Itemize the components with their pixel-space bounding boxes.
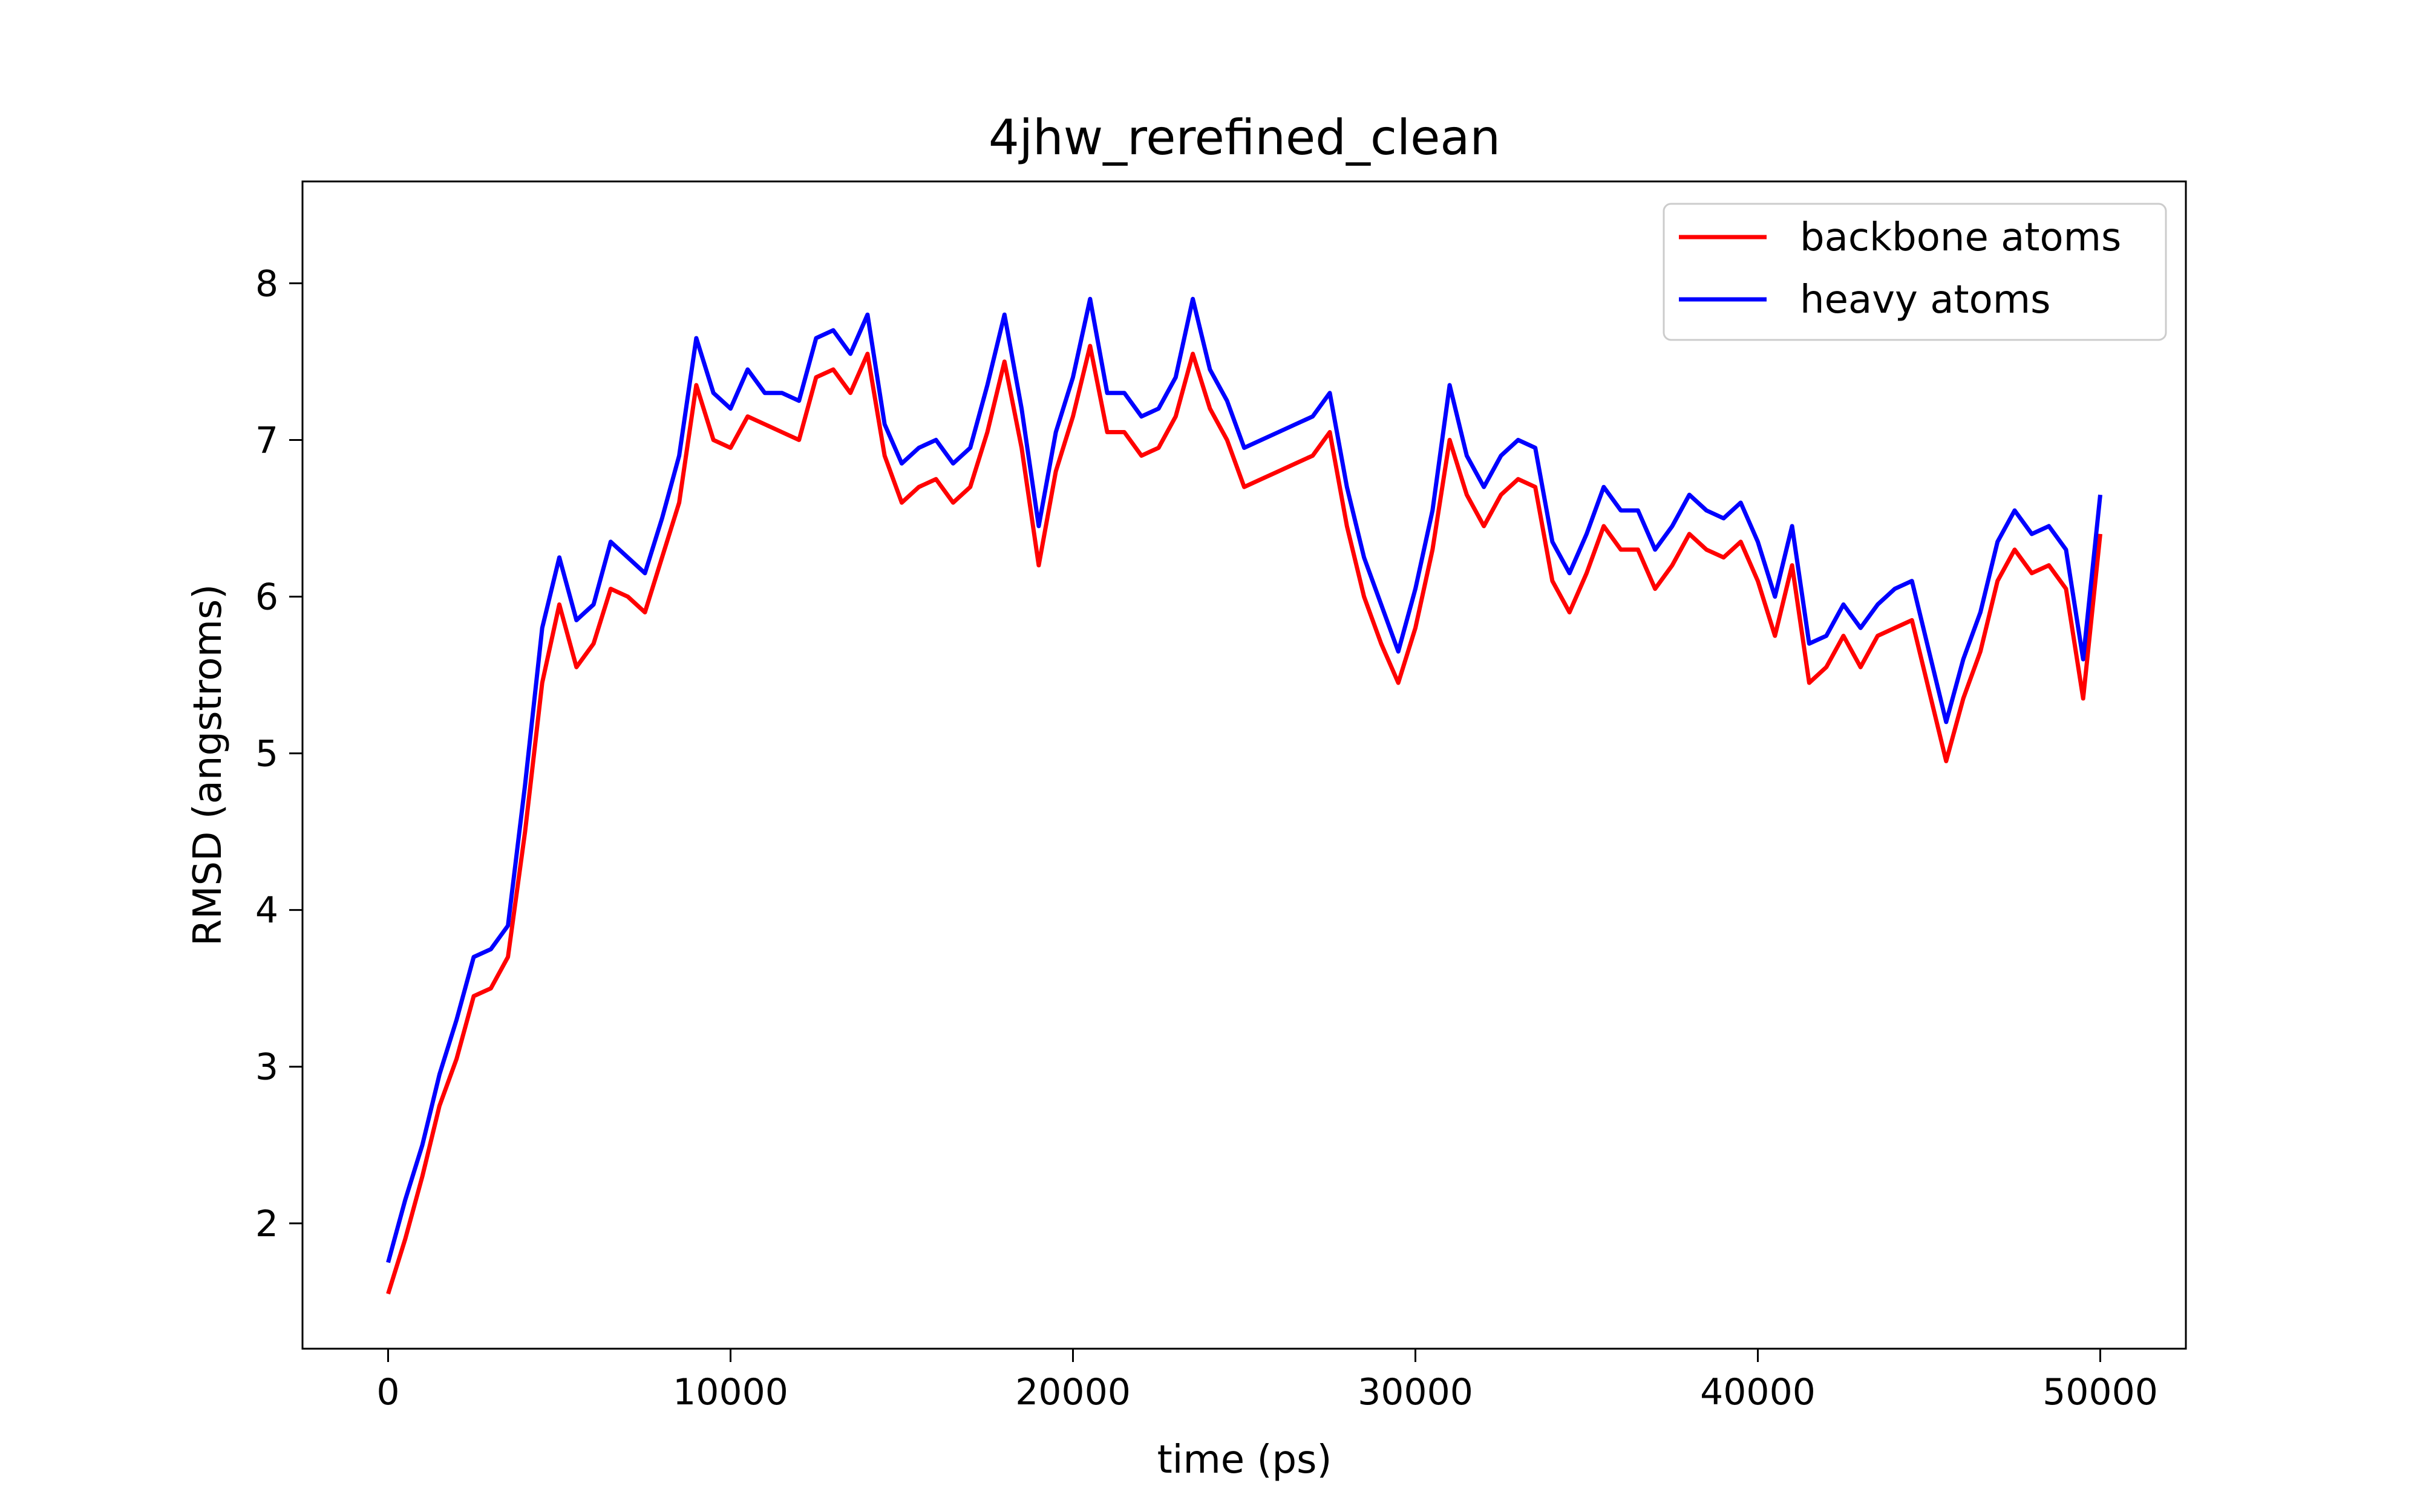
y-tick-label: 6: [255, 576, 278, 619]
y-tick-label: 3: [255, 1046, 278, 1089]
legend-box: [1663, 203, 2167, 341]
y-tick-label: 5: [255, 733, 278, 775]
chart-title: 4jhw_rerefined_clean: [989, 109, 1500, 166]
legend: backbone atoms heavy atoms: [1663, 203, 2167, 341]
x-tick-label: 10000: [673, 1371, 788, 1413]
y-tick-label: 4: [255, 890, 278, 932]
x-tick-label: 40000: [1700, 1371, 1816, 1413]
series-line-heavy: [386, 296, 2102, 1263]
y-tick-label: 8: [255, 262, 278, 305]
series-layer: [386, 296, 2102, 1295]
ticks-layer: 0 10000 20000 30000 40000 50000 2 3 4 5 6 7 8: [255, 262, 2158, 1413]
series-line-backbone: [386, 344, 2102, 1295]
legend-label-heavy: heavy atoms: [1800, 278, 2050, 322]
x-tick-label: 50000: [2042, 1371, 2158, 1413]
y-tick-label: 7: [255, 419, 278, 461]
x-tick-label: 0: [376, 1371, 399, 1413]
y-axis-label: RMSD (angstroms): [186, 584, 231, 946]
plot-area-frame: [301, 180, 2187, 1350]
x-tick-label: 20000: [1015, 1371, 1131, 1413]
x-axis-label: time (ps): [1157, 1438, 1332, 1482]
legend-label-backbone: backbone atoms: [1800, 215, 2121, 260]
x-tick-label: 30000: [1358, 1371, 1473, 1413]
y-tick-label: 2: [255, 1203, 278, 1245]
